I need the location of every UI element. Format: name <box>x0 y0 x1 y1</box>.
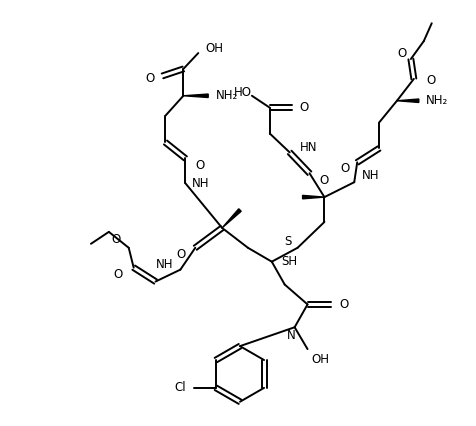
Text: S: S <box>284 235 292 248</box>
Text: NH: NH <box>362 169 380 182</box>
Polygon shape <box>222 209 241 228</box>
Text: O: O <box>176 248 185 261</box>
Text: O: O <box>340 162 349 175</box>
Text: O: O <box>111 233 121 246</box>
Text: SH: SH <box>282 255 298 268</box>
Text: Cl: Cl <box>175 381 186 394</box>
Text: N: N <box>288 329 296 342</box>
Text: NH: NH <box>192 177 210 190</box>
Text: O: O <box>299 101 309 114</box>
Text: O: O <box>339 298 348 311</box>
Text: O: O <box>195 159 205 172</box>
Text: OH: OH <box>205 42 223 55</box>
Text: HN: HN <box>299 141 317 154</box>
Text: NH₂: NH₂ <box>216 89 238 102</box>
Text: OH: OH <box>311 353 329 366</box>
Text: HO: HO <box>234 86 252 99</box>
Polygon shape <box>183 94 208 98</box>
Text: O: O <box>397 46 407 60</box>
Text: O: O <box>113 268 123 281</box>
Text: NH: NH <box>156 258 173 271</box>
Polygon shape <box>303 196 325 199</box>
Polygon shape <box>397 99 419 103</box>
Text: O: O <box>427 75 436 87</box>
Text: O: O <box>319 174 329 187</box>
Text: O: O <box>145 72 155 85</box>
Text: NH₂: NH₂ <box>426 94 448 107</box>
